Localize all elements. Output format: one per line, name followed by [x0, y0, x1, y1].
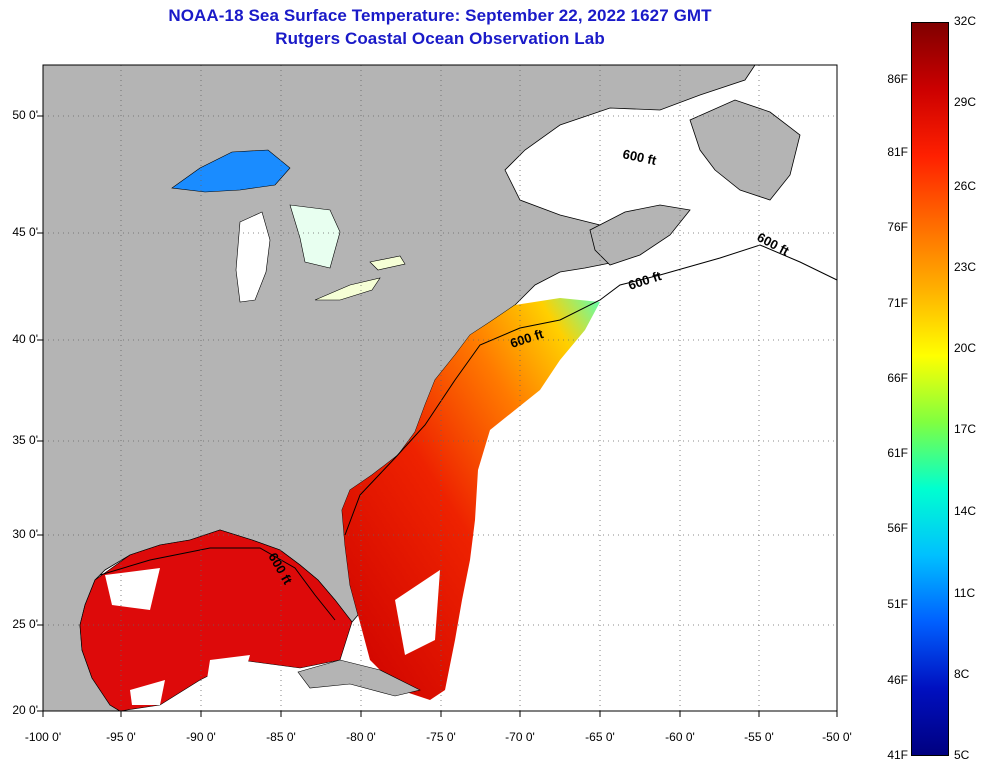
colorbar-f-label: 56F: [887, 521, 908, 535]
lake-michigan: [235, 211, 271, 303]
colorbar-f-label: 61F: [887, 446, 908, 460]
colorbar-f-label: 51F: [887, 597, 908, 611]
isobath-600ft-gulf: [99, 547, 336, 621]
land-newfoundland: [689, 99, 801, 201]
atlantic-no-data-patches: [395, 395, 560, 655]
lon-label: -85 0': [266, 730, 296, 744]
colorbar-c-label: 20C: [954, 341, 977, 355]
colorbar-f-label: 71F: [887, 296, 908, 310]
lat-label: 35 0': [12, 433, 38, 447]
colorbar-f-label: 86F: [887, 72, 908, 86]
lat-label: 40 0': [12, 332, 38, 346]
lon-label: -75 0': [426, 730, 456, 744]
isobath-label: 600 ft: [621, 146, 658, 168]
lon-label: -70 0': [505, 730, 535, 744]
lat-label: 30 0': [12, 527, 38, 541]
lake-erie: [314, 277, 381, 301]
temperature-colorbar: [911, 22, 949, 756]
colorbar-c-label: 32C: [954, 14, 977, 28]
colorbar-c-label: 26C: [954, 179, 977, 193]
colorbar-f-label: 41F: [887, 748, 908, 762]
lon-label: -65 0': [585, 730, 615, 744]
gulf-no-data-patches: [105, 568, 250, 705]
lon-label: -90 0': [186, 730, 216, 744]
map-ticks: [37, 115, 838, 717]
lat-label: 20 0': [12, 703, 38, 717]
lon-label: -100 0': [24, 730, 62, 744]
colorbar-c-label: 5C: [954, 748, 970, 762]
map-frame: [42, 64, 838, 712]
lat-label: 45 0': [12, 225, 38, 239]
colorbar-c-label: 11C: [954, 586, 976, 600]
colorbar-f-label: 46F: [887, 673, 908, 687]
lat-label: 50 0': [12, 108, 38, 122]
colorbar-f-label: 76F: [887, 220, 908, 234]
lake-ontario: [369, 255, 406, 271]
colorbar-c-label: 8C: [954, 667, 970, 681]
lon-label: -95 0': [106, 730, 136, 744]
lake-superior: [171, 149, 291, 193]
lake-huron: [289, 204, 341, 269]
colorbar-f-label: 81F: [887, 145, 908, 159]
colorbar-f-label: 66F: [887, 371, 908, 385]
colorbar-c-label: 23C: [954, 260, 977, 274]
lon-label: -60 0': [665, 730, 695, 744]
lon-label: -50 0': [822, 730, 852, 744]
map-subtitle: Rutgers Coastal Ocean Observation Lab: [275, 29, 605, 48]
map-title: NOAA-18 Sea Surface Temperature: Septemb…: [168, 6, 712, 25]
sst-map: 600 ft 600 ft 600 ft 600 ft 600 ft: [37, 64, 838, 717]
colorbar-c-label: 29C: [954, 95, 977, 109]
colorbar-c-label: 14C: [954, 504, 977, 518]
isobath-600ft: [344, 244, 838, 536]
lon-label: -80 0': [346, 730, 376, 744]
lat-label: 25 0': [12, 617, 38, 631]
colorbar-c-label: 17C: [954, 422, 977, 436]
lon-label: -55 0': [744, 730, 774, 744]
land-cuba: [297, 659, 421, 697]
